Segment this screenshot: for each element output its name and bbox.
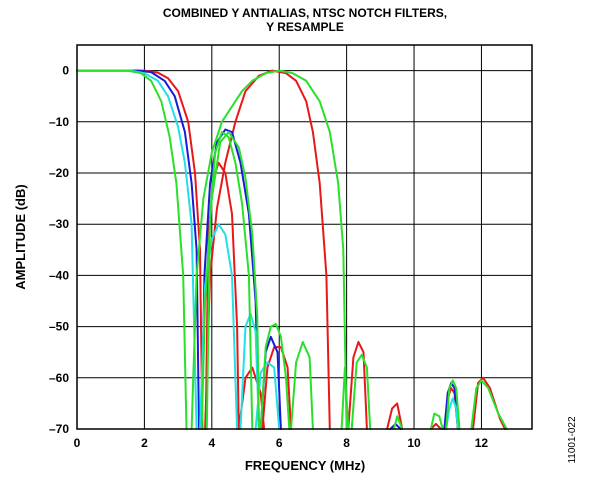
x-tick-label: 8 xyxy=(343,436,350,450)
y-tick-label: –70 xyxy=(49,422,69,436)
x-tick-labels: 0 2 4 6 8 10 12 xyxy=(74,436,489,450)
chart-title-line-1: COMBINED Y ANTIALIAS, NTSC NOTCH FILTERS… xyxy=(163,6,447,20)
y-tick-label: –60 xyxy=(49,371,69,385)
y-tick-label: –20 xyxy=(49,166,69,180)
series-line-2 xyxy=(76,69,459,430)
x-tick-label: 10 xyxy=(407,436,421,450)
plot-frame xyxy=(76,44,533,430)
x-axis-label: FREQUENCY (MHz) xyxy=(245,458,365,473)
x-tick-label: 0 xyxy=(74,436,81,450)
grid xyxy=(76,45,532,430)
series-group xyxy=(76,69,508,430)
y-tick-label: –50 xyxy=(49,320,69,334)
x-tick-label: 12 xyxy=(475,436,489,450)
series-line-1 xyxy=(76,69,506,430)
y-axis-label: AMPLITUDE (dB) xyxy=(13,184,28,289)
y-tick-labels: 0 –10 –20 –30 –40 –50 –60 –70 xyxy=(49,64,69,436)
figure-id: 11001-022 xyxy=(567,416,578,464)
x-tick-label: 6 xyxy=(276,436,283,450)
y-tick-label: –40 xyxy=(49,268,69,282)
y-tick-label: 0 xyxy=(62,64,69,78)
x-tick-label: 2 xyxy=(141,436,148,450)
series-line-4 xyxy=(76,69,508,430)
y-tick-label: –30 xyxy=(49,217,69,231)
y-tick-label: –10 xyxy=(49,115,69,129)
x-tick-label: 4 xyxy=(208,436,215,450)
chart-title-line-2: Y RESAMPLE xyxy=(266,20,344,34)
